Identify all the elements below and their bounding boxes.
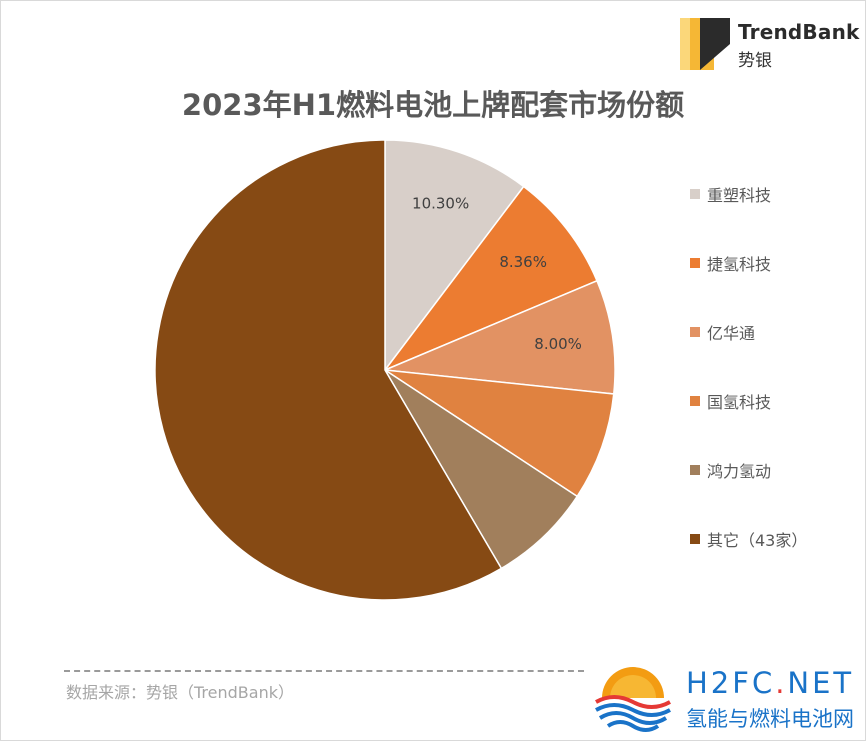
trendbank-logo: TrendBank 势银: [680, 16, 859, 76]
pie-slice-3: [384, 369, 615, 498]
data-source: 数据来源：势银（TrendBank）: [66, 683, 294, 702]
trendbank-logo-name: TrendBank: [738, 20, 860, 44]
pie-data-label-1: 8.36%: [499, 253, 547, 271]
legend-label: 重塑科技: [707, 186, 772, 205]
legend-swatch: [690, 396, 700, 406]
legend-label: 其它（43家）: [707, 531, 808, 550]
legend-label: 亿华通: [707, 324, 756, 343]
chart-title: 2023年H1燃料电池上牌配套市场份额: [181, 88, 685, 122]
pie-slice-0: [384, 139, 525, 373]
h2fc-logo-name: H2FC.NET: [686, 666, 854, 700]
pie-data-label-2: 8.00%: [534, 335, 582, 353]
pie-slice-2: [384, 279, 616, 395]
pie-data-labels: 10.30% 8.36% 8.00%: [412, 195, 582, 353]
legend-item-1: 捷氢科技: [690, 252, 771, 274]
pie-data-label-0: 10.30%: [412, 195, 469, 213]
h2fc-name-tld: NET: [787, 666, 855, 700]
legend-swatch: [690, 534, 700, 544]
h2fc-name-main: H2FC: [686, 666, 776, 700]
pie-slices: [154, 139, 616, 601]
legend-swatch: [690, 189, 700, 199]
legend-label: 鸿力氢动: [707, 462, 772, 481]
h2fc-logo-icon: [595, 667, 671, 732]
legend-label: 捷氢科技: [707, 255, 772, 274]
pie-slice-5: [154, 139, 503, 601]
legend-swatch: [690, 258, 700, 268]
h2fc-logo-sub: 氢能与燃料电池网: [686, 707, 854, 731]
legend-item-4: 鸿力氢动: [690, 459, 771, 481]
trendbank-logo-icon: [680, 18, 730, 70]
legend-label: 国氢科技: [707, 393, 772, 412]
h2fc-name-dot: .: [775, 666, 788, 700]
legend-item-3: 国氢科技: [690, 390, 771, 412]
legend-item-5: 其它（43家）: [690, 528, 807, 550]
pie-slice-4: [384, 369, 579, 570]
legend-item-0: 重塑科技: [690, 183, 771, 205]
footer-divider: [64, 670, 584, 672]
legend-swatch: [690, 327, 700, 337]
legend-item-2: 亿华通: [690, 321, 755, 343]
pie-slice-1: [382, 185, 598, 372]
trendbank-logo-sub: 势银: [738, 51, 772, 71]
legend-swatch: [690, 465, 700, 475]
